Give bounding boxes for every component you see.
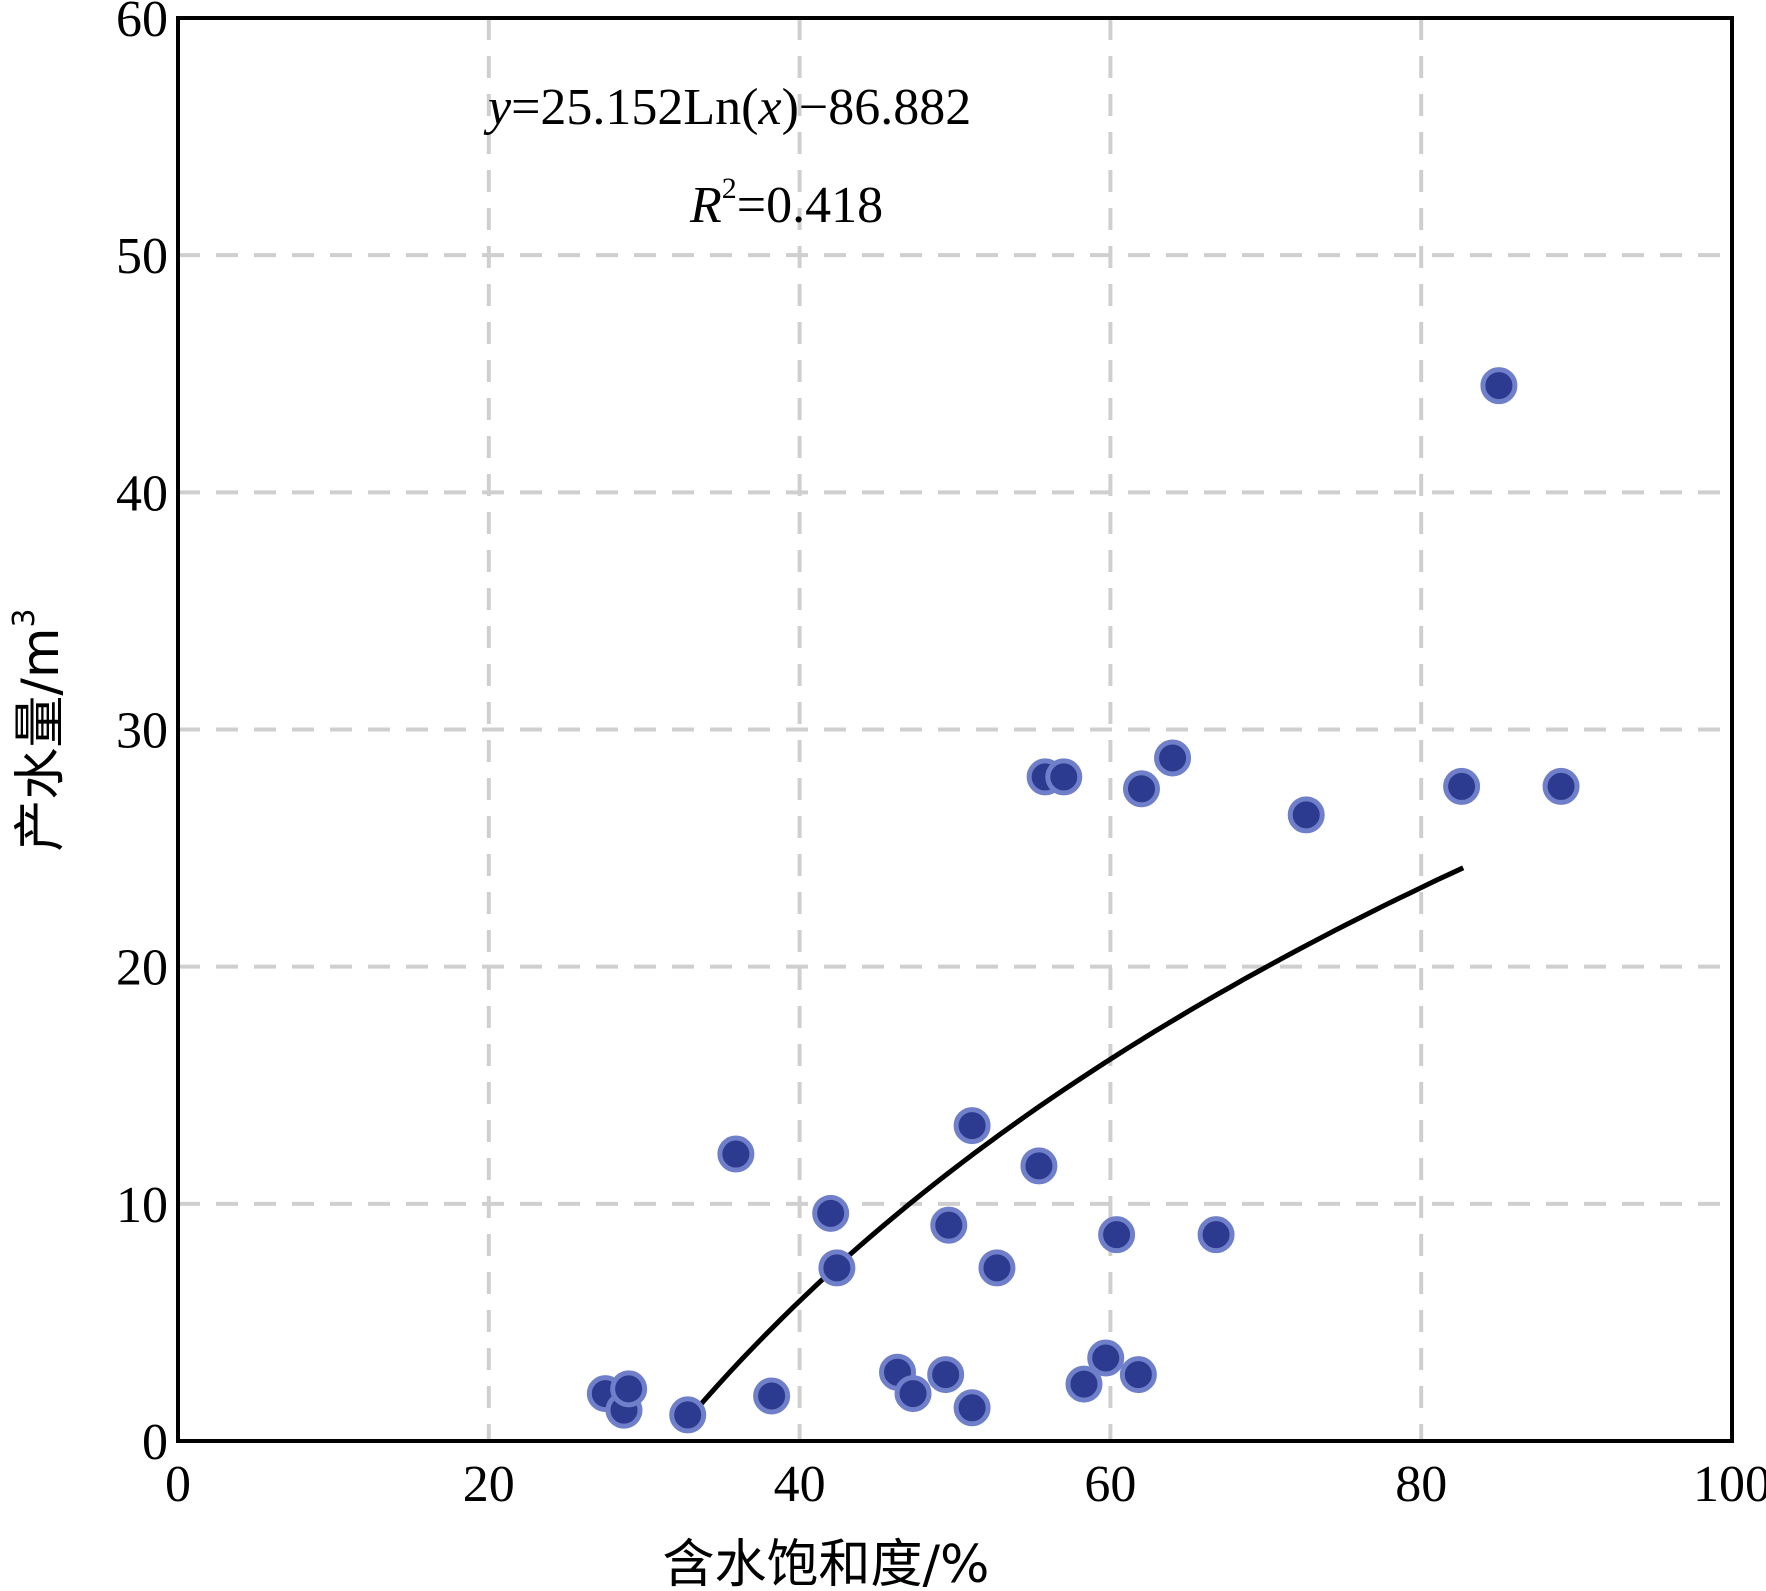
scatter-points bbox=[586, 367, 1580, 1434]
scatter-point bbox=[927, 1356, 965, 1394]
y-tick-label: 20 bbox=[116, 940, 168, 997]
scatter-point bbox=[717, 1135, 755, 1173]
scatter-point bbox=[1122, 770, 1160, 808]
scatter-point bbox=[1045, 758, 1083, 796]
y-tick-label: 60 bbox=[116, 0, 168, 48]
y-axis-title: 产水量/m3 bbox=[7, 608, 71, 851]
x-tick-label: 60 bbox=[1084, 1456, 1136, 1513]
y-tick-label: 10 bbox=[116, 1177, 168, 1234]
scatter-point bbox=[978, 1249, 1016, 1287]
scatter-point bbox=[1197, 1216, 1235, 1254]
scatter-point bbox=[1119, 1356, 1157, 1394]
x-tick-label: 80 bbox=[1395, 1456, 1447, 1513]
scatter-point bbox=[1087, 1339, 1125, 1377]
x-tick-label: 100 bbox=[1693, 1456, 1766, 1513]
scatter-point bbox=[953, 1389, 991, 1427]
trendline bbox=[688, 865, 1465, 1418]
scatter-point bbox=[894, 1375, 932, 1413]
scatter-point bbox=[1480, 367, 1518, 405]
x-tick-label: 0 bbox=[165, 1456, 191, 1513]
grid-lines bbox=[178, 18, 1732, 1441]
scatter-point bbox=[1443, 767, 1481, 805]
r2-sup: 2 bbox=[722, 172, 737, 205]
equation-y: y bbox=[483, 79, 512, 136]
y-tick-label: 50 bbox=[116, 228, 168, 285]
y-axis-title-sup: 3 bbox=[7, 608, 42, 627]
r2-r: R bbox=[689, 177, 722, 234]
scatter-point bbox=[953, 1107, 991, 1145]
y-axis-title-main: 产水量/m bbox=[11, 627, 71, 851]
scatter-point bbox=[1020, 1147, 1058, 1185]
scatter-point bbox=[1287, 796, 1325, 834]
x-tick-label: 40 bbox=[774, 1456, 826, 1513]
plot-frame bbox=[176, 16, 1734, 1443]
y-tick-label: 0 bbox=[142, 1414, 168, 1471]
scatter-point bbox=[669, 1396, 707, 1434]
x-tick-labels: 0 20 40 60 80 100 bbox=[165, 1456, 1766, 1513]
scatter-point bbox=[812, 1194, 850, 1232]
equation-rest: =25.152Ln( bbox=[511, 79, 758, 136]
scatter-point bbox=[753, 1377, 791, 1415]
r2-value: =0.418 bbox=[737, 177, 883, 234]
x-tick-label: 20 bbox=[463, 1456, 515, 1513]
scatter-point bbox=[818, 1249, 856, 1287]
y-tick-label: 40 bbox=[116, 465, 168, 522]
scatter-point bbox=[610, 1370, 648, 1408]
equation-label: y=25.152Ln(x)−86.882 bbox=[483, 79, 971, 136]
x-axis-title: 含水饱和度/% bbox=[663, 1535, 990, 1591]
scatter-point bbox=[1542, 767, 1580, 805]
scatter-point bbox=[1065, 1365, 1103, 1403]
y-tick-label: 30 bbox=[116, 703, 168, 760]
y-tick-labels: 0 10 20 30 40 50 60 bbox=[116, 0, 168, 1471]
scatter-point bbox=[1154, 739, 1192, 777]
r-squared-label: R2=0.418 bbox=[689, 172, 883, 234]
scatter-point bbox=[1098, 1216, 1136, 1254]
equation-end: )−86.882 bbox=[782, 79, 972, 136]
equation-x: x bbox=[758, 79, 782, 136]
scatter-point bbox=[930, 1206, 968, 1244]
